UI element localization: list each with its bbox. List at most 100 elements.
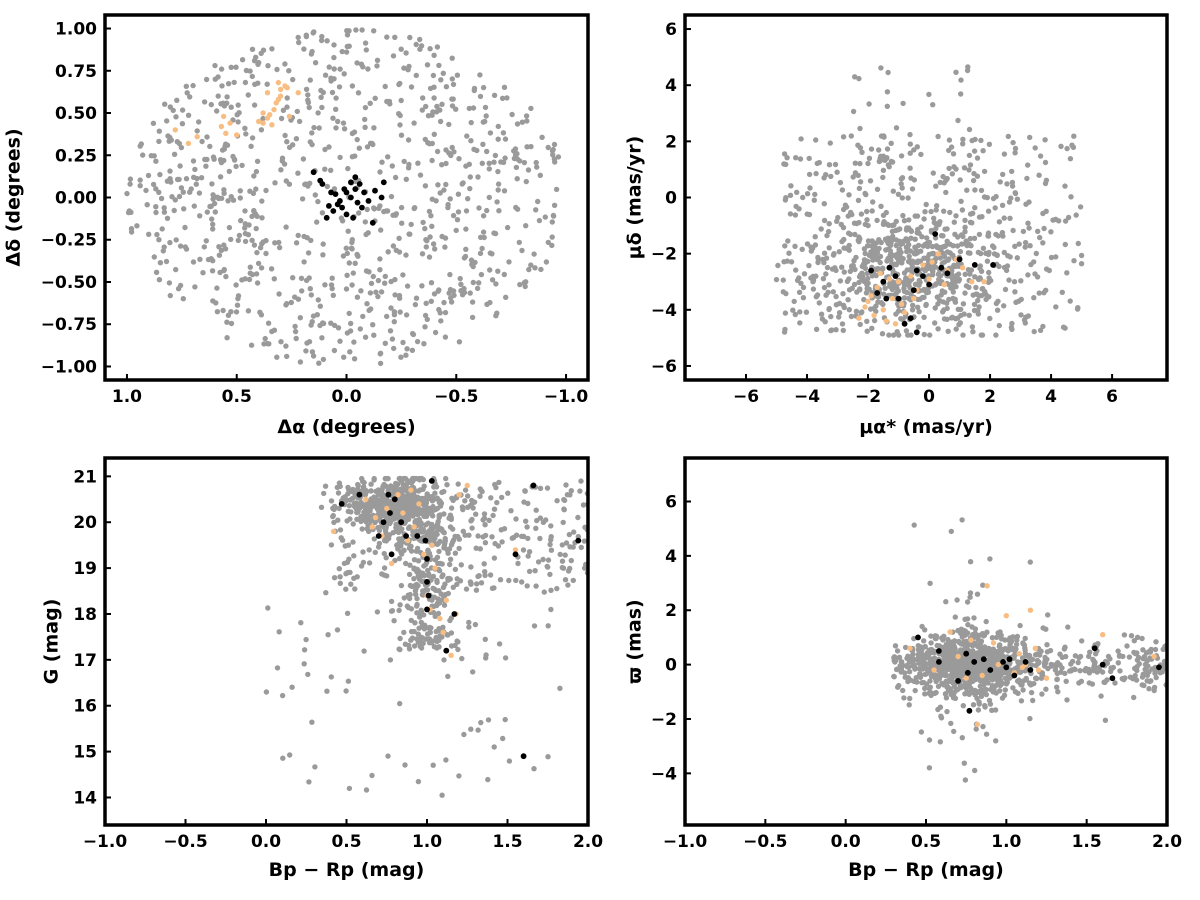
field-star-point xyxy=(436,526,442,533)
field-star-point xyxy=(408,548,415,554)
field-star-point xyxy=(857,321,863,328)
field-star-point xyxy=(272,180,278,186)
orange-member-point xyxy=(432,565,438,571)
field-star-point xyxy=(941,644,948,650)
field-star-point xyxy=(161,205,167,211)
field-star-point xyxy=(183,176,190,182)
field-star-point xyxy=(907,695,913,702)
field-star-point xyxy=(468,581,474,587)
field-star-point xyxy=(413,295,420,301)
field-star-point xyxy=(335,118,341,125)
field-star-point xyxy=(861,246,868,252)
orange-member-point xyxy=(862,304,868,310)
field-star-point xyxy=(324,688,330,694)
field-star-point xyxy=(961,760,967,766)
field-star-point xyxy=(124,190,130,197)
field-star-point xyxy=(443,147,449,153)
field-star-point xyxy=(942,289,948,295)
field-star-point xyxy=(867,178,874,184)
field-star-point xyxy=(500,159,507,166)
field-star-point xyxy=(837,278,844,284)
black-member-point xyxy=(398,519,405,526)
field-star-point xyxy=(1153,674,1159,681)
field-star-point xyxy=(1152,646,1159,653)
field-star-point xyxy=(320,252,326,258)
field-star-point xyxy=(167,292,173,299)
field-star-point xyxy=(855,197,862,204)
black-member-point xyxy=(1099,661,1106,668)
field-star-point xyxy=(923,671,930,677)
field-star-point xyxy=(949,275,956,281)
field-star-point xyxy=(551,141,558,148)
field-star-point xyxy=(309,319,315,325)
field-star-point xyxy=(448,630,455,636)
black-member-point xyxy=(422,537,429,544)
field-star-point xyxy=(427,85,434,92)
field-star-point xyxy=(1022,635,1028,642)
field-star-point xyxy=(816,300,822,306)
field-star-point xyxy=(150,181,157,188)
field-star-point xyxy=(790,307,796,313)
field-star-point xyxy=(983,291,989,297)
field-star-point xyxy=(320,89,326,96)
orange-member-point xyxy=(363,496,369,502)
field-star-point xyxy=(364,526,370,532)
field-star-point xyxy=(442,535,448,542)
field-star-point xyxy=(480,84,487,91)
field-star-point xyxy=(901,695,907,701)
field-star-point xyxy=(495,123,501,130)
field-star-point xyxy=(362,492,369,498)
field-star-point xyxy=(891,252,898,259)
field-star-point xyxy=(286,181,293,187)
field-star-point xyxy=(210,154,217,160)
field-star-point xyxy=(859,149,865,155)
field-star-point xyxy=(423,300,429,306)
field-star-point xyxy=(398,132,405,138)
field-star-point xyxy=(1117,668,1123,674)
field-star-point xyxy=(542,214,548,220)
y-tick-label: −2 xyxy=(651,710,677,730)
field-star-point xyxy=(905,653,911,659)
black-member-point xyxy=(1091,645,1098,652)
field-star-point xyxy=(811,197,817,203)
field-star-point xyxy=(456,773,462,779)
field-star-point xyxy=(915,304,921,310)
orange-member-point xyxy=(260,110,266,116)
field-star-point xyxy=(359,475,365,482)
field-star-point xyxy=(901,218,908,224)
field-star-point xyxy=(800,284,807,291)
field-star-point xyxy=(501,526,508,532)
field-star-point xyxy=(944,300,950,306)
field-star-point xyxy=(852,160,858,166)
field-star-point xyxy=(165,133,171,139)
field-star-point xyxy=(987,315,993,322)
field-star-point xyxy=(444,482,450,488)
field-star-point xyxy=(251,242,258,248)
field-star-point xyxy=(376,501,383,507)
field-star-point xyxy=(164,215,171,221)
field-star-point xyxy=(369,772,375,779)
field-star-point xyxy=(523,223,529,229)
black-member-point xyxy=(352,174,359,181)
field-star-point xyxy=(944,305,950,312)
field-star-point xyxy=(797,320,803,326)
field-star-point xyxy=(948,315,955,321)
field-star-point xyxy=(407,582,414,589)
field-star-point xyxy=(965,64,971,70)
field-star-point xyxy=(950,695,957,701)
field-star-point xyxy=(293,240,300,246)
field-star-point xyxy=(157,171,163,178)
field-star-point xyxy=(775,262,781,269)
field-star-point xyxy=(221,157,227,164)
field-star-point xyxy=(930,170,936,176)
field-star-point xyxy=(960,332,966,338)
field-star-point xyxy=(431,52,437,58)
field-star-point xyxy=(284,353,290,360)
field-star-point xyxy=(384,573,390,579)
black-member-point xyxy=(328,189,334,196)
field-star-point xyxy=(863,290,870,296)
field-star-point xyxy=(885,246,891,252)
field-star-point xyxy=(973,284,979,291)
field-star-point xyxy=(345,542,352,548)
field-star-point xyxy=(910,302,916,308)
